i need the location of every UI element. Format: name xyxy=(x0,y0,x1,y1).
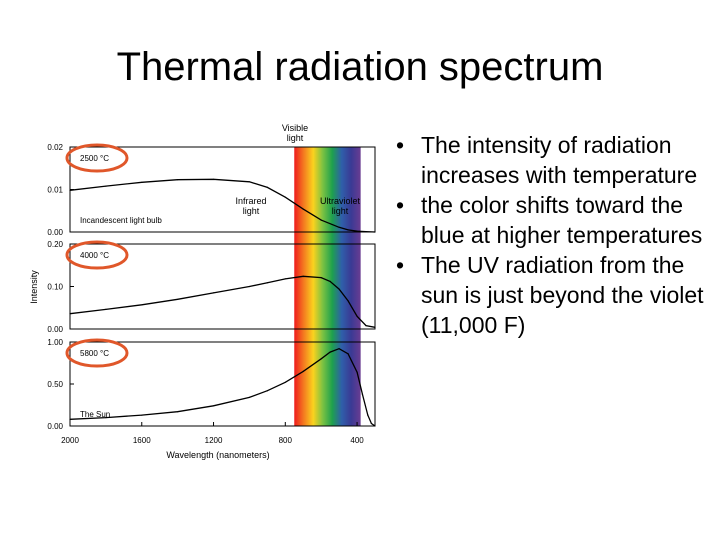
x-tick-label: 1600 xyxy=(133,436,151,445)
y-tick-label: 1.00 xyxy=(47,338,63,347)
y-tick-label: 0.10 xyxy=(47,283,63,292)
highlight-circle xyxy=(65,338,129,368)
curve-point xyxy=(302,208,304,210)
x-tick-label: 800 xyxy=(279,436,293,445)
curve-point xyxy=(302,370,304,372)
curve-point xyxy=(365,325,367,327)
curve-point xyxy=(141,414,143,416)
visible-spectrum-band xyxy=(294,147,361,426)
curve-point xyxy=(338,226,340,228)
curve-point xyxy=(320,358,322,360)
curve-point xyxy=(266,390,268,392)
curve-point xyxy=(320,277,322,279)
temperature-label: 5800 °C xyxy=(80,349,109,358)
highlight-circle xyxy=(65,143,129,173)
curve-point xyxy=(248,181,250,183)
visible-light-label-line1: Visible light xyxy=(282,123,308,143)
curve-point xyxy=(69,418,71,420)
y-tick-label: 0.50 xyxy=(47,380,63,389)
curve-point xyxy=(338,348,340,350)
curve-point xyxy=(266,282,268,284)
x-tick-label: 1200 xyxy=(205,436,223,445)
curve-point xyxy=(365,231,367,233)
curve-point xyxy=(370,422,372,425)
spectrum-curve xyxy=(69,275,376,328)
curve-point xyxy=(212,178,215,180)
y-tick-label: 0.00 xyxy=(47,422,63,431)
curve-point xyxy=(212,292,215,294)
source-label: The Sun xyxy=(80,410,110,419)
infrared-label: Infrared light xyxy=(235,196,266,216)
highlight-circle xyxy=(65,240,129,270)
curve-point xyxy=(177,179,179,181)
curve-point xyxy=(347,229,349,231)
curve-point xyxy=(374,425,376,427)
source-label: Incandescent light bulb xyxy=(80,216,162,225)
curve-point xyxy=(338,288,340,290)
curve-point xyxy=(374,326,376,328)
curve-point xyxy=(141,181,143,183)
curve-point xyxy=(105,185,107,187)
curve-point xyxy=(141,304,143,306)
y-tick-label: 0.00 xyxy=(47,325,63,334)
curve-point xyxy=(356,230,358,232)
y-axis-label: Intensity xyxy=(29,270,39,304)
bullet-item: The UV radiation from the sun is just be… xyxy=(392,250,710,340)
bullet-item: The intensity of radiation increases wit… xyxy=(392,130,710,190)
curve-point xyxy=(177,298,179,300)
visible-band-rect xyxy=(294,147,361,426)
curve-point xyxy=(105,417,107,419)
curve-point xyxy=(347,300,349,302)
curve-point xyxy=(356,315,358,317)
slide-title: Thermal radiation spectrum xyxy=(116,45,604,89)
curve-point xyxy=(367,414,369,416)
y-tick-label: 0.01 xyxy=(47,186,63,195)
x-axis-label: Wavelength (nanometers) xyxy=(166,450,269,460)
curve-point xyxy=(361,393,363,395)
curve-point xyxy=(320,219,322,221)
curve-point xyxy=(248,396,250,398)
curve-point xyxy=(177,411,179,413)
curve-point xyxy=(248,285,250,288)
curve-point xyxy=(329,280,331,282)
x-tick-label: 2000 xyxy=(61,436,79,445)
bullet-item: the color shifts toward the blue at high… xyxy=(392,190,710,250)
temperature-label: 4000 °C xyxy=(80,251,109,260)
curve-point xyxy=(212,405,215,407)
curve-point xyxy=(284,196,286,198)
y-tick-label: 0.20 xyxy=(47,240,63,249)
curve-point xyxy=(105,308,107,310)
curve-point xyxy=(356,371,358,373)
curve-point xyxy=(69,313,71,315)
curve-point xyxy=(284,278,286,280)
curve-point xyxy=(284,381,286,383)
curve-point xyxy=(302,275,304,277)
curve-point xyxy=(266,186,268,188)
bullet-list: The intensity of radiation increases wit… xyxy=(392,130,710,340)
y-tick-label: 0.00 xyxy=(47,228,63,237)
ultraviolet-label: Ultraviolet light xyxy=(320,196,361,216)
temperature-label: 2500 °C xyxy=(80,154,109,163)
curve-point xyxy=(347,353,349,355)
y-tick-label: 0.02 xyxy=(47,143,63,152)
curve-point xyxy=(374,231,376,233)
x-tick-label: 400 xyxy=(350,436,364,445)
curve-point xyxy=(329,351,331,353)
spectrum-curve xyxy=(69,347,376,427)
